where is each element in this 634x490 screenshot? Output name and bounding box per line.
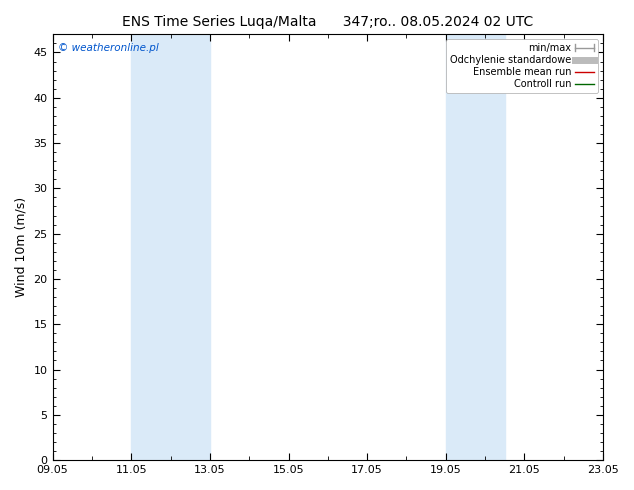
Bar — [446, 34, 505, 460]
Text: © weatheronline.pl: © weatheronline.pl — [58, 43, 158, 53]
Bar — [131, 34, 210, 460]
Title: ENS Time Series Luqa/Malta      347;ro.. 08.05.2024 02 UTC: ENS Time Series Luqa/Malta 347;ro.. 08.0… — [122, 15, 533, 29]
Legend: min/max, Odchylenie standardowe, Ensemble mean run, Controll run: min/max, Odchylenie standardowe, Ensembl… — [446, 39, 598, 93]
Y-axis label: Wind 10m (m/s): Wind 10m (m/s) — [15, 197, 28, 297]
